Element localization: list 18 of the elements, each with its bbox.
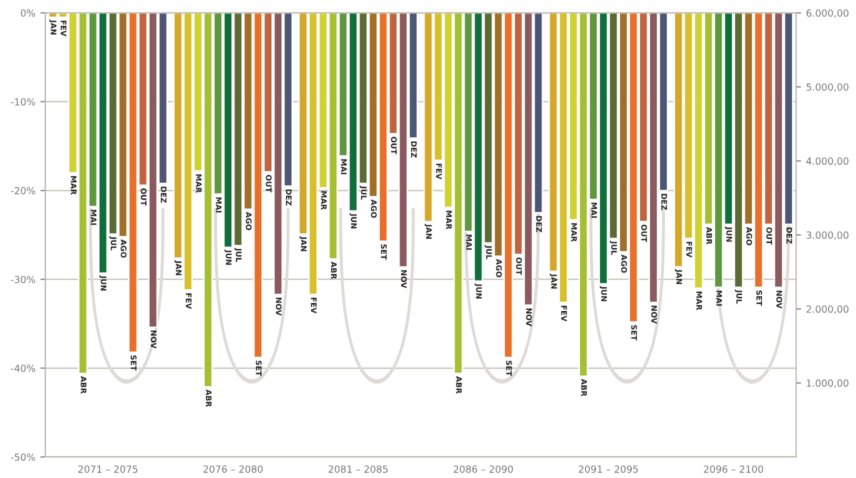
y2-tick-label: 1.000,00 [806,379,848,388]
y-tick-label: 0% [20,9,36,17]
y-tick-label: -20% [11,187,36,194]
y2-tick-label: 5.000,00 [806,83,848,92]
y2-tick-label: 6.000,00 [806,9,848,18]
y2-tick-label: 2.000,00 [806,305,848,314]
x-tick-label: 2076 – 2080 [203,465,263,473]
x-tick-label: 2096 – 2100 [704,465,764,473]
y-tick-label: -40% [11,364,36,372]
x-tick-label: 2071 – 2075 [78,465,138,473]
x-tick-label: 2086 – 2090 [454,465,513,473]
x-tick-label: 2091 – 2095 [578,465,638,473]
y2-tick-label: 4.000,00 [806,157,848,166]
y-tick-label: -30% [11,276,36,284]
y-tick-label: -50% [11,453,36,461]
y-tick-label: -10% [11,98,36,106]
x-tick-label: 2081 – 2085 [328,465,388,473]
y2-tick-label: 3.000,00 [806,231,848,240]
